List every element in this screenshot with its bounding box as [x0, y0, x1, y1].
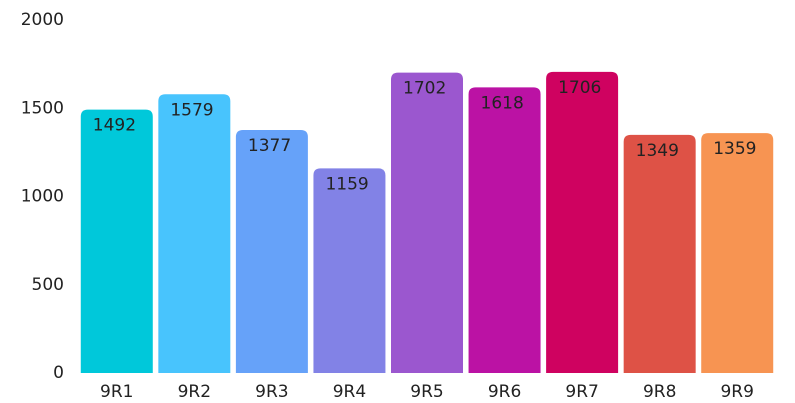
- x-tick-label: 9R3: [255, 382, 288, 402]
- bar: [235, 129, 308, 373]
- y-tick-label: 1000: [21, 187, 64, 207]
- data-label: 1579: [170, 100, 213, 120]
- data-label: 1159: [325, 174, 368, 194]
- bar: [80, 109, 153, 374]
- x-tick-label: 9R1: [100, 382, 133, 402]
- y-tick-label: 2000: [21, 10, 64, 30]
- x-tick-label: 9R2: [178, 382, 211, 402]
- x-tick-label: 9R6: [488, 382, 521, 402]
- x-tick-label: 9R5: [410, 382, 443, 402]
- y-tick-label: 500: [32, 275, 64, 295]
- data-label: 1377: [248, 136, 291, 156]
- data-label: 1349: [636, 141, 679, 161]
- data-label: 1359: [713, 139, 756, 159]
- y-tick-label: 1500: [21, 98, 64, 118]
- data-label: 1706: [558, 78, 601, 98]
- bar: [468, 87, 541, 373]
- bar: [313, 168, 386, 373]
- x-tick-label: 9R4: [333, 382, 366, 402]
- bar: [701, 133, 774, 373]
- x-tick-label: 9R9: [720, 382, 753, 402]
- data-label: 1492: [93, 116, 136, 136]
- x-tick-label: 9R7: [565, 382, 598, 402]
- x-tick-label: 9R8: [643, 382, 676, 402]
- data-label: 1618: [481, 93, 524, 113]
- bar: [623, 134, 696, 373]
- data-label: 1702: [403, 79, 446, 99]
- y-tick-label: 0: [53, 363, 64, 383]
- bar: [546, 71, 619, 374]
- bar: [158, 94, 231, 373]
- bar: [391, 72, 463, 374]
